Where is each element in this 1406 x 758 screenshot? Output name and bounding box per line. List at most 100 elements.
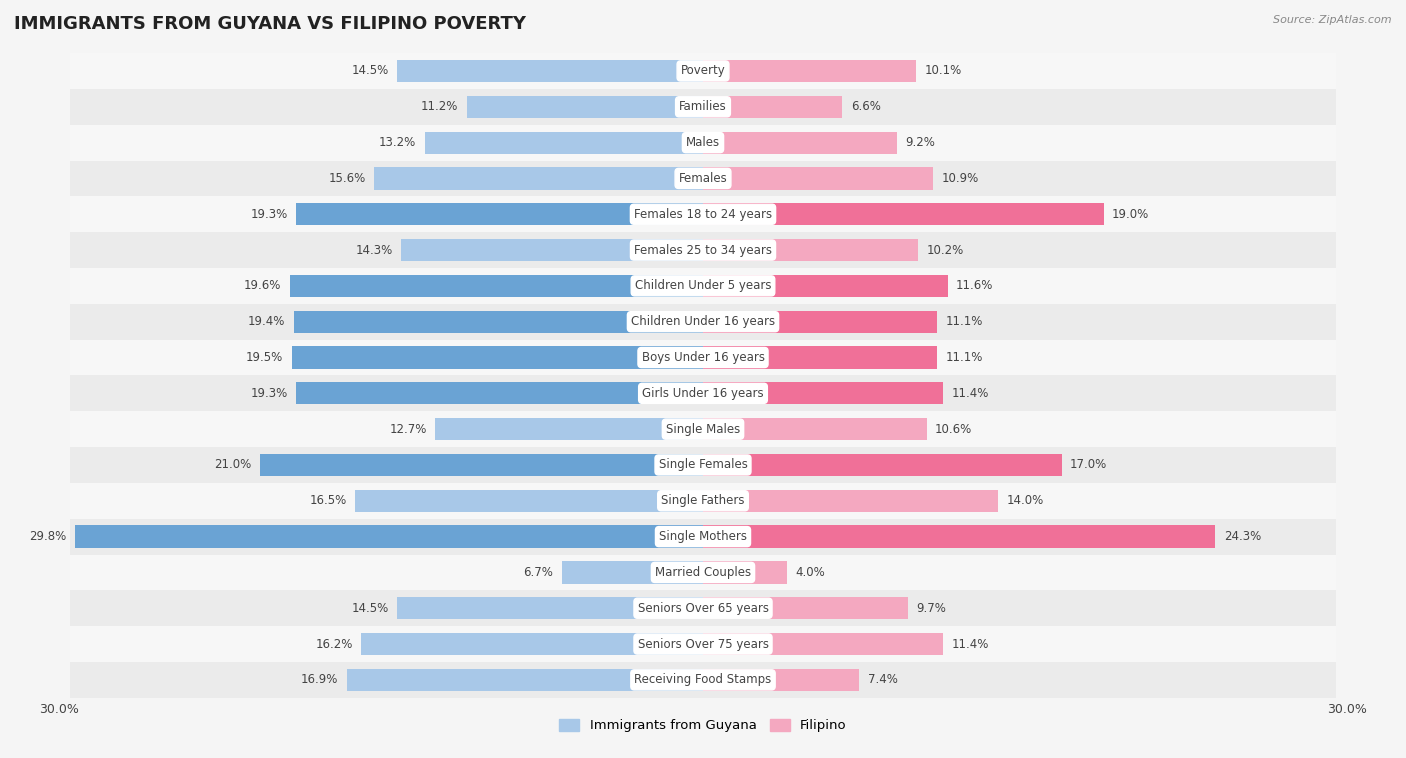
Bar <box>703 418 927 440</box>
Text: 30.0%: 30.0% <box>38 703 79 716</box>
Text: 16.5%: 16.5% <box>309 494 347 507</box>
Text: 11.4%: 11.4% <box>952 637 990 650</box>
Text: Families: Families <box>679 100 727 113</box>
Bar <box>260 454 703 476</box>
Text: Receiving Food Stamps: Receiving Food Stamps <box>634 673 772 686</box>
Text: IMMIGRANTS FROM GUYANA VS FILIPINO POVERTY: IMMIGRANTS FROM GUYANA VS FILIPINO POVER… <box>14 15 526 33</box>
Bar <box>703 239 918 262</box>
Text: Seniors Over 75 years: Seniors Over 75 years <box>637 637 769 650</box>
Bar <box>292 346 703 368</box>
Text: 29.8%: 29.8% <box>30 530 66 543</box>
Bar <box>70 196 1336 232</box>
Bar <box>295 203 703 225</box>
Bar <box>703 96 842 118</box>
Bar <box>70 555 1336 590</box>
Text: 14.0%: 14.0% <box>1007 494 1043 507</box>
Text: Single Males: Single Males <box>666 423 740 436</box>
Text: 12.7%: 12.7% <box>389 423 427 436</box>
Text: 10.2%: 10.2% <box>927 243 963 256</box>
Bar <box>70 340 1336 375</box>
Text: Married Couples: Married Couples <box>655 566 751 579</box>
Text: Seniors Over 65 years: Seniors Over 65 years <box>637 602 769 615</box>
Text: 6.6%: 6.6% <box>851 100 880 113</box>
Text: 24.3%: 24.3% <box>1223 530 1261 543</box>
Bar <box>703 346 936 368</box>
Bar <box>703 597 908 619</box>
Text: 19.6%: 19.6% <box>243 280 281 293</box>
Bar <box>70 518 1336 555</box>
Bar <box>70 53 1336 89</box>
Bar <box>70 483 1336 518</box>
Text: 9.7%: 9.7% <box>917 602 946 615</box>
Text: 11.1%: 11.1% <box>945 351 983 364</box>
Bar <box>70 125 1336 161</box>
Bar <box>703 131 897 154</box>
Bar <box>70 375 1336 412</box>
Text: 19.4%: 19.4% <box>247 315 285 328</box>
Text: 6.7%: 6.7% <box>523 566 554 579</box>
Text: 10.1%: 10.1% <box>925 64 962 77</box>
Text: 11.6%: 11.6% <box>956 280 994 293</box>
Text: 16.9%: 16.9% <box>301 673 339 686</box>
Bar <box>70 268 1336 304</box>
Bar <box>467 96 703 118</box>
Bar <box>70 662 1336 698</box>
Bar <box>70 412 1336 447</box>
Text: 11.4%: 11.4% <box>952 387 990 399</box>
Bar <box>398 60 703 82</box>
Bar <box>703 562 787 584</box>
Text: 17.0%: 17.0% <box>1070 459 1107 471</box>
Bar <box>703 382 943 405</box>
Text: Children Under 16 years: Children Under 16 years <box>631 315 775 328</box>
Bar <box>402 239 703 262</box>
Text: Males: Males <box>686 136 720 149</box>
Bar <box>70 232 1336 268</box>
Text: Single Fathers: Single Fathers <box>661 494 745 507</box>
Bar <box>562 562 703 584</box>
Text: 14.3%: 14.3% <box>356 243 392 256</box>
Text: 19.5%: 19.5% <box>246 351 284 364</box>
Bar <box>70 447 1336 483</box>
Text: 11.2%: 11.2% <box>420 100 458 113</box>
Text: Females 18 to 24 years: Females 18 to 24 years <box>634 208 772 221</box>
Legend: Immigrants from Guyana, Filipino: Immigrants from Guyana, Filipino <box>554 713 852 738</box>
Bar <box>703 669 859 691</box>
Bar <box>70 304 1336 340</box>
Bar <box>295 382 703 405</box>
Text: 21.0%: 21.0% <box>215 459 252 471</box>
Text: Poverty: Poverty <box>681 64 725 77</box>
Bar <box>703 525 1215 548</box>
Bar <box>398 597 703 619</box>
Text: 7.4%: 7.4% <box>868 673 897 686</box>
Bar <box>361 633 703 655</box>
Text: Single Mothers: Single Mothers <box>659 530 747 543</box>
Text: 10.9%: 10.9% <box>942 172 979 185</box>
Text: 9.2%: 9.2% <box>905 136 935 149</box>
Text: 13.2%: 13.2% <box>380 136 416 149</box>
Bar <box>354 490 703 512</box>
Text: Single Females: Single Females <box>658 459 748 471</box>
Bar <box>703 490 998 512</box>
Text: 19.3%: 19.3% <box>250 208 288 221</box>
Bar <box>294 311 703 333</box>
Bar <box>703 203 1104 225</box>
Bar <box>374 168 703 190</box>
Bar <box>70 89 1336 125</box>
Bar <box>425 131 703 154</box>
Text: Boys Under 16 years: Boys Under 16 years <box>641 351 765 364</box>
Text: Children Under 5 years: Children Under 5 years <box>634 280 772 293</box>
Text: Girls Under 16 years: Girls Under 16 years <box>643 387 763 399</box>
Text: Source: ZipAtlas.com: Source: ZipAtlas.com <box>1274 15 1392 25</box>
Text: 10.6%: 10.6% <box>935 423 972 436</box>
Bar <box>70 161 1336 196</box>
Bar <box>703 168 934 190</box>
Bar <box>347 669 703 691</box>
Text: 16.2%: 16.2% <box>315 637 353 650</box>
Bar <box>436 418 703 440</box>
Bar <box>703 454 1062 476</box>
Text: 14.5%: 14.5% <box>352 64 388 77</box>
Text: 15.6%: 15.6% <box>329 172 366 185</box>
Bar <box>75 525 703 548</box>
Bar <box>70 626 1336 662</box>
Bar <box>290 274 703 297</box>
